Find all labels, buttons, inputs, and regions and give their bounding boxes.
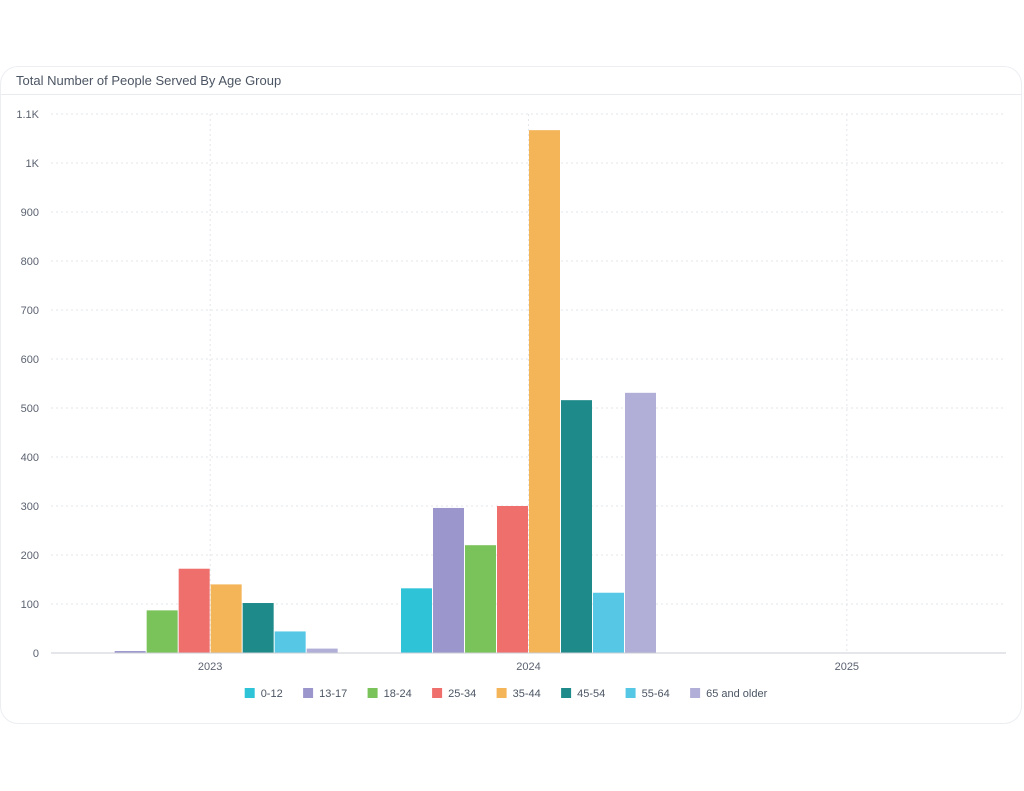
legend-label[interactable]: 65 and older [706,688,767,700]
y-tick-label: 800 [21,256,39,268]
bar-2023-45-54[interactable] [242,603,274,653]
x-tick-label: 2023 [198,661,222,673]
chart-title: Total Number of People Served By Age Gro… [16,73,282,88]
legend-swatch[interactable] [690,688,701,698]
y-tick-label: 600 [21,354,39,366]
legend-swatch[interactable] [625,688,636,698]
legend-swatch[interactable] [561,688,572,698]
bar-2023-18-24[interactable] [146,610,178,653]
x-tick-label: 2025 [835,661,859,673]
y-tick-label: 100 [21,599,39,611]
legend-label[interactable]: 25-34 [448,688,476,700]
legend-swatch[interactable] [303,688,314,698]
legend-swatch[interactable] [432,688,443,698]
bar-2024-45-54[interactable] [561,400,592,653]
bar-2024-0-12[interactable] [401,588,432,653]
bar-2023-13-17[interactable] [114,651,146,653]
legend-swatch[interactable] [244,688,255,698]
legend-label[interactable]: 13-17 [319,688,347,700]
bar-2023-35-44[interactable] [210,584,242,653]
card-header: Total Number of People Served By Age Gro… [1,67,1021,95]
legend-swatch[interactable] [496,688,507,698]
y-tick-label: 0 [33,648,39,660]
y-tick-label: 1K [26,158,40,170]
legend-label[interactable]: 35-44 [513,688,541,700]
legend-swatch[interactable] [367,688,378,698]
y-tick-label: 500 [21,403,39,415]
legend-label[interactable]: 55-64 [642,688,670,700]
y-tick-label: 200 [21,550,39,562]
bar-2024-18-24[interactable] [465,545,496,653]
bar-2023-55-64[interactable] [274,631,306,653]
bar-2023-65-and-older[interactable] [306,648,338,653]
y-tick-label: 1.1K [16,109,39,121]
y-tick-label: 700 [21,305,39,317]
bar-2024-35-44[interactable] [529,130,560,654]
legend-label[interactable]: 18-24 [384,688,412,700]
legend-label[interactable]: 45-54 [577,688,605,700]
bar-2024-13-17[interactable] [433,507,464,653]
bar-2024-65-and-older[interactable] [625,392,656,653]
bar-2024-25-34[interactable] [497,506,528,653]
y-tick-label: 400 [21,452,39,464]
x-tick-label: 2024 [516,661,540,673]
bar-2024-55-64[interactable] [593,592,624,653]
bar-2023-25-34[interactable] [178,568,210,653]
y-tick-label: 900 [21,207,39,219]
legend-label[interactable]: 0-12 [261,688,283,700]
y-tick-label: 300 [21,501,39,513]
